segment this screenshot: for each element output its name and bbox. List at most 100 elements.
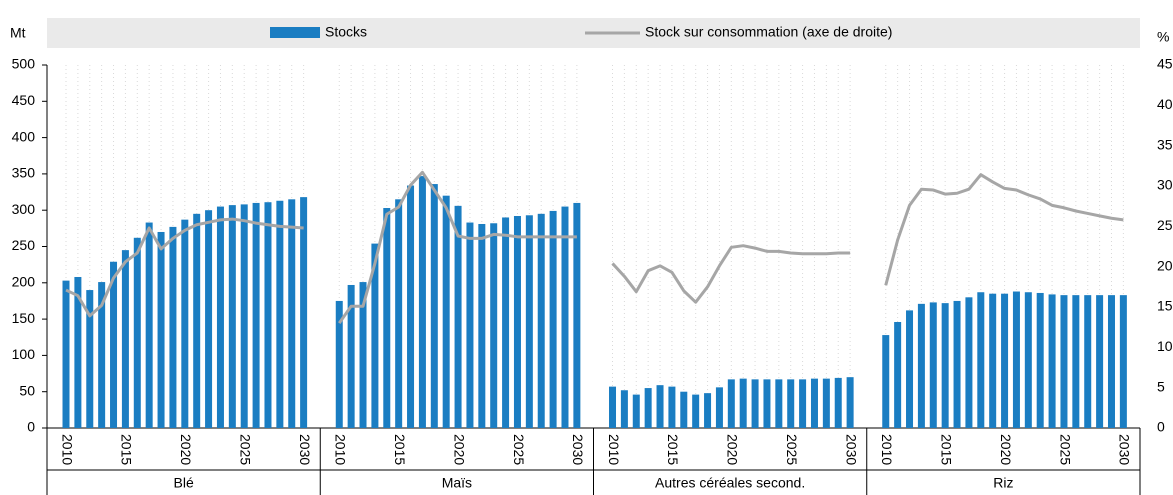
bar <box>549 210 557 428</box>
bar <box>799 379 807 428</box>
bar <box>1012 291 1020 428</box>
bar <box>383 208 391 428</box>
legend-label: Stock sur consommation (axe de droite) <box>645 24 892 40</box>
bar <box>941 303 949 428</box>
x-tick-label: 2030 <box>1117 434 1133 465</box>
bar <box>929 302 937 428</box>
legend-label: Stocks <box>325 24 367 40</box>
x-tick-label: 2015 <box>938 434 954 465</box>
bar <box>953 300 961 428</box>
x-tick-label: 2015 <box>392 434 408 465</box>
bar <box>74 276 82 428</box>
bar <box>98 282 106 428</box>
bar <box>169 226 177 428</box>
y-tick-label: 400 <box>12 128 36 144</box>
bar <box>454 205 462 428</box>
x-tick-label: 2010 <box>879 434 895 465</box>
x-tick-label: 2010 <box>59 434 75 465</box>
x-tick-label: 2025 <box>511 434 527 465</box>
line <box>611 244 851 304</box>
y-tick-label: 300 <box>12 201 36 217</box>
y-tick-label: 250 <box>12 237 36 253</box>
x-tick-label: 2030 <box>297 434 313 465</box>
y2-tick-label: 45 <box>1157 56 1173 72</box>
bar <box>1024 292 1032 428</box>
x-tick-label: 2025 <box>238 434 254 465</box>
bar <box>822 378 830 428</box>
line <box>338 170 577 324</box>
bar <box>965 297 973 428</box>
bar <box>1001 293 1009 428</box>
bar <box>418 176 426 428</box>
bar <box>537 213 545 428</box>
bar <box>288 199 296 428</box>
bar <box>1048 294 1056 428</box>
bar <box>205 210 213 428</box>
y-tick-label: 50 <box>19 382 35 398</box>
bar <box>276 200 284 428</box>
bar <box>561 206 569 428</box>
bar <box>882 335 890 428</box>
group-label: Blé <box>174 475 194 491</box>
bar <box>668 386 676 428</box>
x-tick-label: 2030 <box>570 434 586 465</box>
x-tick-label: 2020 <box>178 434 194 465</box>
bar <box>264 202 272 428</box>
bar <box>110 261 118 428</box>
bar <box>466 222 474 428</box>
bar <box>1072 295 1080 428</box>
bar <box>810 378 818 428</box>
bar <box>442 195 450 428</box>
bar <box>1096 295 1104 428</box>
bar <box>525 215 533 428</box>
bar <box>751 379 759 428</box>
bar <box>62 280 70 428</box>
bar <box>1107 295 1115 428</box>
bar <box>656 385 664 428</box>
bar <box>692 394 700 428</box>
x-tick-label: 2010 <box>333 434 349 465</box>
y-tick-label: 200 <box>12 274 36 290</box>
bar <box>193 213 201 428</box>
group-label: Riz <box>993 475 1013 491</box>
bar <box>371 243 379 428</box>
bar <box>145 222 153 428</box>
bar <box>1084 295 1092 428</box>
y2-tick-label: 25 <box>1157 217 1173 233</box>
bar <box>739 378 747 428</box>
legend-swatch <box>270 27 320 38</box>
bar <box>894 322 902 428</box>
x-tick-label: 2020 <box>998 434 1014 465</box>
bar <box>644 388 652 428</box>
x-tick-label: 2025 <box>784 434 800 465</box>
bar <box>490 223 498 428</box>
y2-tick-label: 15 <box>1157 298 1173 314</box>
group-label: Autres céréales second. <box>655 475 805 491</box>
x-tick-label: 2020 <box>451 434 467 465</box>
bar <box>989 293 997 428</box>
bar <box>834 377 842 428</box>
line <box>65 217 304 318</box>
bar <box>502 217 510 428</box>
y-axis-label: Mt <box>10 25 26 41</box>
bar <box>680 391 688 428</box>
bar <box>906 310 914 428</box>
bar <box>478 223 486 428</box>
bar <box>430 184 438 428</box>
bar <box>181 219 189 428</box>
bar <box>395 199 403 428</box>
y-tick-label: 100 <box>12 346 36 362</box>
y2-tick-label: 10 <box>1157 338 1173 354</box>
bar <box>704 393 712 428</box>
y-tick-label: 0 <box>27 419 35 435</box>
y-tick-label: 450 <box>12 92 36 108</box>
bar <box>335 300 343 428</box>
bar <box>620 390 628 428</box>
y2-tick-label: 5 <box>1157 378 1165 394</box>
x-tick-label: 2030 <box>843 434 859 465</box>
bar <box>775 379 783 428</box>
bar <box>763 379 771 428</box>
bar <box>86 290 94 428</box>
bar <box>252 202 260 428</box>
